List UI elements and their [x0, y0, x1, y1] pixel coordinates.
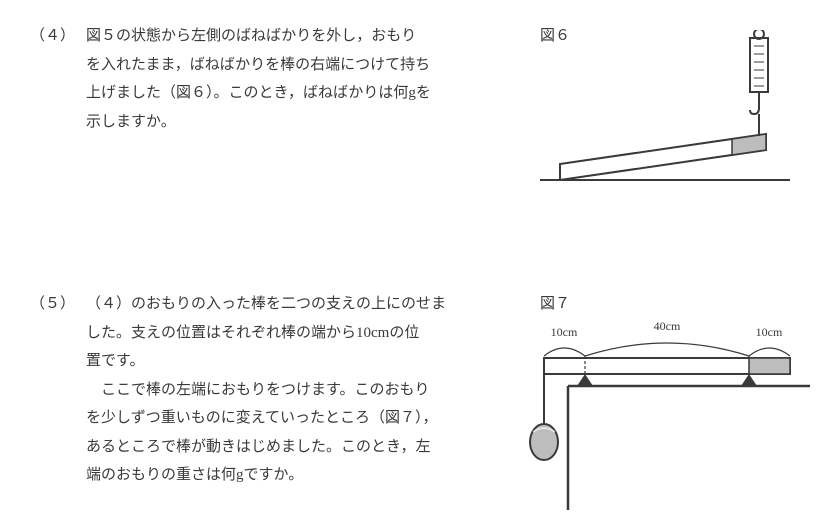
dimension-arcs [544, 343, 790, 356]
p4-line-1: 図５の状態から左側のばねばかりを外し，おもり [86, 22, 480, 51]
problem-number-4: （４） [30, 22, 76, 51]
p4-line-2: を入れたまま，ばねばかりを棒の右端につけて持ち [86, 51, 480, 80]
support-right-icon [741, 374, 757, 386]
problem-body-4: 図５の状態から左側のばねばかりを外し，おもり を入れたまま，ばねばかりを棒の右端… [86, 22, 480, 136]
figure-6 [540, 30, 790, 190]
horizontal-bar-icon [544, 358, 790, 374]
spring-balance-icon [750, 30, 768, 114]
p4-line-4: 示しますか。 [86, 108, 480, 137]
dim-label-mid: 40cm [654, 320, 681, 333]
p5-line-5: を少しずつ重いものに変えていったところ（図７）， [86, 404, 480, 433]
tilted-bar-icon [560, 134, 766, 180]
figure-7: 10cm 40cm 10cm [520, 320, 810, 510]
p4-line-3: 上げました（図６）。このとき，ばねばかりは何gを [86, 79, 480, 108]
dim-label-right: 10cm [756, 325, 783, 339]
figure-7-label: 図７ [540, 290, 570, 319]
p5-line-3: 置です。 [86, 347, 480, 376]
p5-line-7: 端のおもりの重さは何gですか。 [86, 461, 480, 490]
hanging-weight-icon [530, 374, 558, 460]
p5-line-2: した。支えの位置はそれぞれ棒の端から10cmの位 [86, 319, 480, 348]
support-left-icon [577, 374, 593, 386]
problem-number-5: （５） [30, 290, 76, 319]
p5-line-1: （４）のおもりの入った棒を二つの支えの上にのせま [86, 290, 480, 319]
dim-label-left: 10cm [551, 325, 578, 339]
p5-line-6: あるところで棒が動きはじめました。このとき，左 [86, 433, 480, 462]
problem-body-5: （４）のおもりの入った棒を二つの支えの上にのせま した。支えの位置はそれぞれ棒の… [86, 290, 480, 490]
p5-line-4: ここで棒の左端におもりをつけます。このおもり [86, 376, 480, 405]
